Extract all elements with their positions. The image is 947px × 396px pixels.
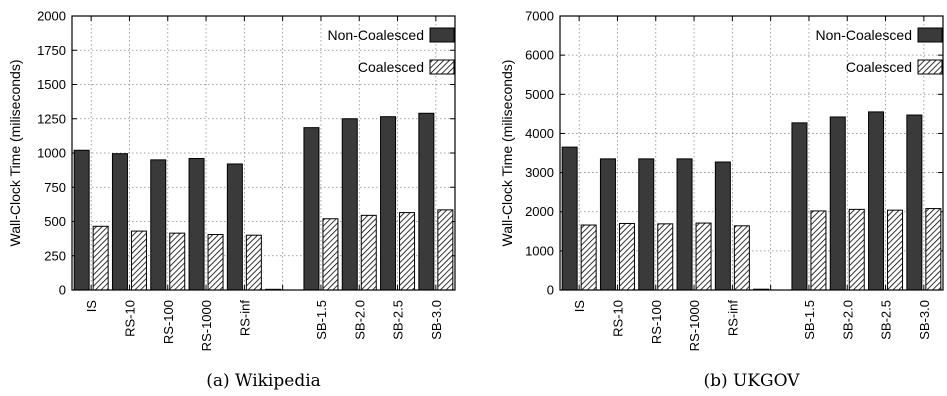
bar-non-coalesced bbox=[906, 114, 923, 291]
ytick-label: 5000 bbox=[525, 87, 554, 102]
bar-coalesced bbox=[130, 230, 147, 291]
xtick-label: SB-2.0 bbox=[352, 300, 367, 340]
xtick-label: RS-1000 bbox=[199, 300, 214, 351]
legend-label-coalesced: Coalesced bbox=[358, 59, 424, 75]
plot-frame bbox=[559, 15, 944, 291]
xtick-label: SB-1.5 bbox=[314, 300, 329, 340]
bar-non-coalesced bbox=[188, 157, 205, 291]
bar-non-coalesced bbox=[868, 111, 885, 291]
y-axis-label: Wall-Clock Time (miliseconds) bbox=[7, 60, 23, 247]
xtick-label: IS bbox=[572, 300, 587, 313]
ytick-label: 1500 bbox=[37, 77, 66, 92]
bar-non-coalesced bbox=[341, 118, 358, 291]
plot-frame bbox=[71, 15, 456, 291]
legend-swatch-non-coalesced bbox=[429, 27, 455, 43]
ytick-label: 7000 bbox=[525, 9, 554, 24]
ytick-label: 1000 bbox=[37, 146, 66, 161]
chart-panel-2: 0 1000 2000 3000 4000 5000 6000 7000 IS RS-10 RS-1… bbox=[499, 9, 944, 391]
bar-coalesced bbox=[580, 224, 597, 291]
xtick-label: RS-inf bbox=[237, 300, 252, 337]
xtick-label: SB-3.0 bbox=[429, 300, 444, 340]
legend-label-non-coalesced: Non-Coalesced bbox=[328, 27, 425, 43]
ytick-label: 750 bbox=[44, 180, 66, 195]
bar-coalesced bbox=[925, 208, 942, 291]
ytick-label: 2000 bbox=[37, 9, 66, 24]
bar-non-coalesced bbox=[561, 146, 578, 291]
legend-label-coalesced: Coalesced bbox=[846, 59, 912, 75]
bar-non-coalesced bbox=[380, 116, 397, 291]
bar-non-coalesced bbox=[638, 158, 655, 291]
xtick-label: RS-100 bbox=[161, 300, 176, 344]
xtick-label: SB-3.0 bbox=[917, 300, 932, 340]
bar-coalesced bbox=[207, 234, 224, 291]
chart-caption: (b) UKGOV bbox=[703, 371, 800, 391]
ytick-label: 1250 bbox=[37, 111, 66, 126]
bar-coalesced bbox=[618, 222, 635, 291]
ytick-label: 0 bbox=[59, 283, 66, 298]
xtick-label: IS bbox=[84, 300, 99, 313]
xtick-label: RS-inf bbox=[725, 300, 740, 337]
ytick-label: 1000 bbox=[525, 243, 554, 258]
legend-swatch-non-coalesced bbox=[917, 27, 943, 43]
bar-coalesced bbox=[92, 225, 109, 291]
bar-non-coalesced bbox=[829, 116, 846, 291]
ytick-label: 0 bbox=[547, 283, 554, 298]
ytick-label: 250 bbox=[44, 248, 66, 263]
chart-panel-1: 0 250 500 750 1000 1250 1500 1750 2000 IS RS-10 RS-… bbox=[7, 9, 456, 391]
bar-coalesced bbox=[848, 208, 865, 291]
bar-coalesced bbox=[733, 225, 750, 291]
bar-non-coalesced bbox=[226, 163, 243, 291]
xtick-label: SB-2.5 bbox=[391, 300, 406, 340]
ytick-label: 6000 bbox=[525, 48, 554, 63]
bar-non-coalesced bbox=[791, 122, 808, 291]
xtick-label: SB-2.0 bbox=[840, 300, 855, 340]
bar-coalesced bbox=[245, 234, 262, 291]
bar-non-coalesced bbox=[73, 149, 90, 291]
xtick-label: SB-2.5 bbox=[879, 300, 894, 340]
bar-non-coalesced bbox=[303, 127, 320, 291]
bar-coalesced bbox=[360, 214, 377, 291]
bar-coalesced bbox=[810, 210, 827, 291]
xtick-label: SB-1.5 bbox=[802, 300, 817, 340]
ytick-label: 3000 bbox=[525, 165, 554, 180]
y-axis-label: Wall-Clock Time (miliseconds) bbox=[499, 60, 515, 247]
ytick-label: 4000 bbox=[525, 126, 554, 141]
bar-coalesced bbox=[399, 212, 416, 291]
ytick-label: 2000 bbox=[525, 204, 554, 219]
ytick-label: 1750 bbox=[37, 43, 66, 58]
bar-coalesced bbox=[437, 209, 454, 291]
bar-non-coalesced bbox=[111, 153, 128, 291]
bar-non-coalesced bbox=[714, 161, 731, 291]
bar-non-coalesced bbox=[418, 112, 435, 291]
bar-coalesced bbox=[169, 232, 186, 291]
ytick-label: 500 bbox=[44, 214, 66, 229]
xtick-label: RS-10 bbox=[610, 300, 625, 337]
bar-coalesced bbox=[322, 218, 339, 291]
legend-label-non-coalesced: Non-Coalesced bbox=[816, 27, 913, 43]
xtick-label: RS-1000 bbox=[687, 300, 702, 351]
bar-coalesced bbox=[657, 223, 674, 291]
bar-non-coalesced bbox=[676, 158, 693, 291]
xtick-label: RS-100 bbox=[649, 300, 664, 344]
legend-swatch-coalesced bbox=[429, 59, 455, 75]
xtick-label: RS-10 bbox=[122, 300, 137, 337]
legend-swatch-coalesced bbox=[917, 59, 943, 75]
bar-non-coalesced bbox=[599, 158, 616, 291]
bar-non-coalesced bbox=[150, 159, 167, 291]
bar-coalesced bbox=[695, 222, 712, 291]
bar-coalesced bbox=[887, 209, 904, 291]
chart-caption: (a) Wikipedia bbox=[206, 371, 321, 391]
